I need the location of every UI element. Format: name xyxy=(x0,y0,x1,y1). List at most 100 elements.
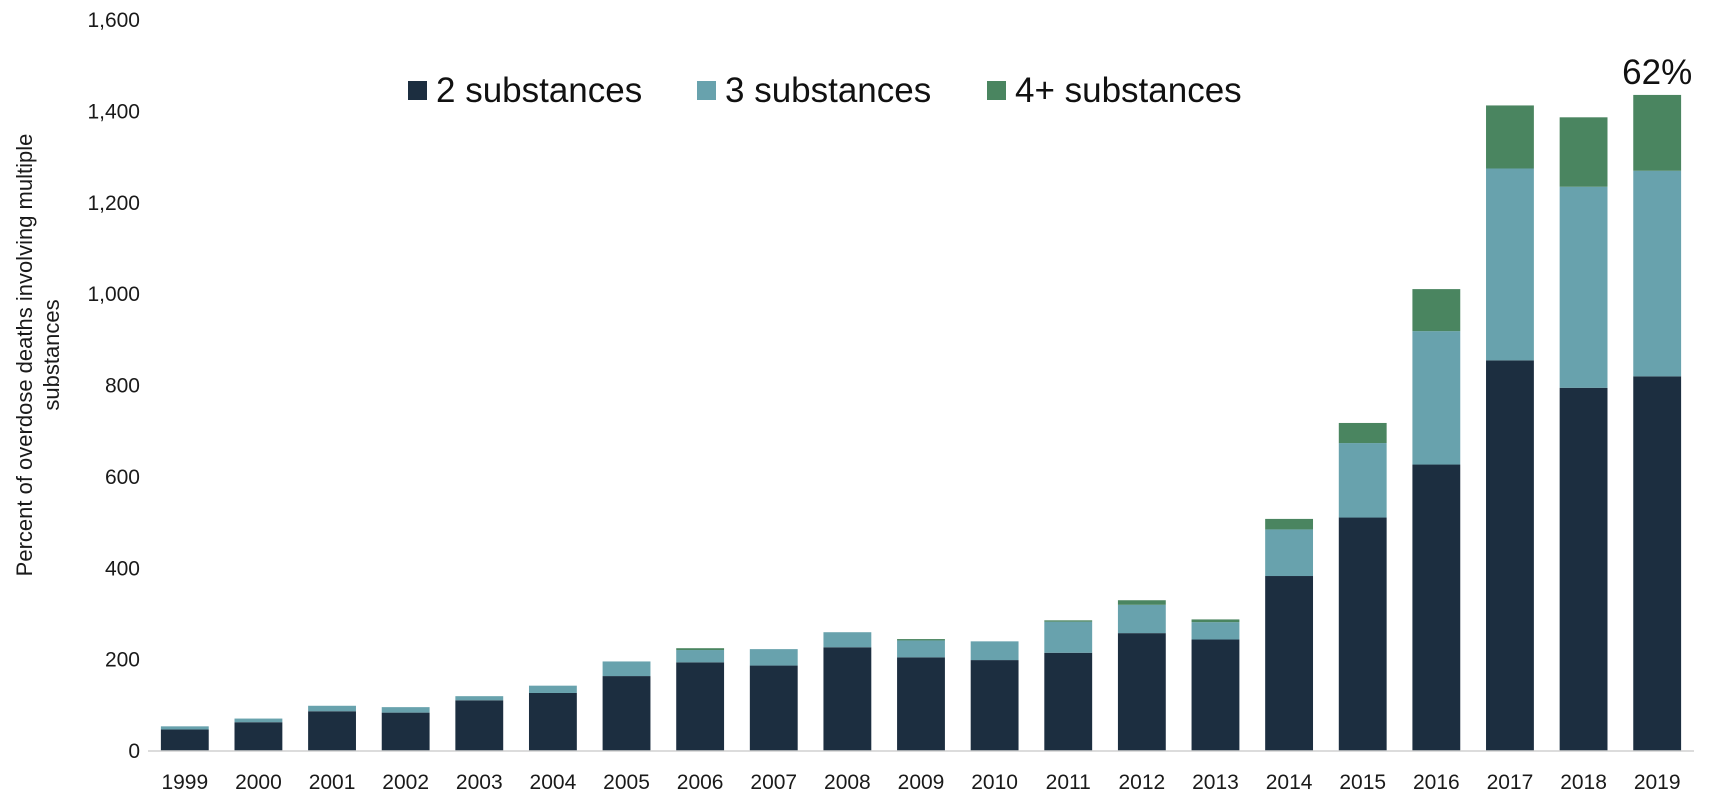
x-tick-label: 2012 xyxy=(1119,771,1166,793)
legend-item: 2 substances xyxy=(408,71,642,110)
y-tick-label: 1,200 xyxy=(87,192,140,215)
x-tick-label: 2001 xyxy=(309,771,356,793)
legend-label: 3 substances xyxy=(725,71,931,110)
bar-2-substances-2008 xyxy=(823,647,872,751)
bar-4-substances-2018 xyxy=(1559,117,1608,187)
bar-3-substances-2017 xyxy=(1486,168,1534,361)
bar-2-substances-2005 xyxy=(602,676,651,751)
bar-2-substances-2009 xyxy=(897,657,945,751)
y-tick-label: 0 xyxy=(128,740,140,763)
bar-2-substances-2003 xyxy=(455,700,504,751)
bar-4-substances-2017 xyxy=(1486,105,1534,169)
y-tick-label: 200 xyxy=(105,649,140,672)
bar-2-substances-1999 xyxy=(160,729,209,751)
x-tick-label: 2010 xyxy=(971,771,1018,793)
x-tick-label: 2013 xyxy=(1192,771,1239,793)
bar-2-substances-2007 xyxy=(749,665,798,751)
y-tick-label: 1,000 xyxy=(87,283,140,306)
bar-3-substances-2003 xyxy=(455,696,504,701)
bar-3-substances-2013 xyxy=(1191,622,1240,640)
legend-swatch xyxy=(697,81,716,100)
bar-2-substances-2018 xyxy=(1559,387,1608,751)
bar-stack-2008 xyxy=(823,632,872,751)
bar-2-substances-2002 xyxy=(381,712,430,751)
bar-stack-2015 xyxy=(1338,422,1387,751)
bar-4-substances-2015 xyxy=(1338,422,1387,444)
bar-3-substances-2015 xyxy=(1338,443,1387,518)
bar-3-substances-2018 xyxy=(1559,186,1608,388)
bar-4-substances-2011 xyxy=(1044,620,1093,622)
y-axis-label-line1: Percent of overdose deaths involving mul… xyxy=(12,134,37,577)
bar-3-substances-2014 xyxy=(1265,529,1314,577)
y-tick-label: 1,600 xyxy=(87,9,140,32)
bar-stack-2017 xyxy=(1486,105,1534,751)
legend-item: 4+ substances xyxy=(987,71,1242,110)
bar-stack-1999 xyxy=(160,726,209,751)
x-tick-label: 2015 xyxy=(1339,771,1386,793)
annotations: 62% xyxy=(1622,53,1692,92)
annotation-label: 62% xyxy=(1622,53,1692,92)
bar-stack-2002 xyxy=(381,707,430,751)
x-tick-label: 2017 xyxy=(1487,771,1534,793)
bar-3-substances-2010 xyxy=(970,641,1019,661)
y-axis-label-line2: substances xyxy=(39,299,64,410)
bar-2-substances-2006 xyxy=(676,662,725,751)
bar-stack-2001 xyxy=(308,705,356,751)
x-tick-label: 2000 xyxy=(235,771,282,793)
bar-3-substances-2002 xyxy=(381,707,430,713)
bar-stack-2018 xyxy=(1559,117,1608,751)
bar-stack-2006 xyxy=(676,648,725,751)
bar-3-substances-2011 xyxy=(1044,621,1093,653)
bar-stacks xyxy=(160,94,1682,751)
bar-stack-2019 xyxy=(1633,94,1682,751)
bar-2-substances-2019 xyxy=(1633,376,1682,751)
bar-2-substances-2012 xyxy=(1117,633,1166,751)
x-tick-label: 2008 xyxy=(824,771,871,793)
bar-stack-2010 xyxy=(970,641,1019,751)
y-tick-label: 400 xyxy=(105,557,140,580)
bar-4-substances-2009 xyxy=(897,639,945,641)
legend-item: 3 substances xyxy=(697,71,931,110)
x-tick-label: 2018 xyxy=(1560,771,1607,793)
y-tick-label: 1,400 xyxy=(87,100,140,123)
x-tick-label: 2006 xyxy=(677,771,724,793)
bar-4-substances-2013 xyxy=(1191,619,1240,623)
bar-2-substances-2014 xyxy=(1265,576,1314,751)
bar-3-substances-2006 xyxy=(676,650,725,663)
bar-stack-2004 xyxy=(528,685,577,751)
y-tick-label: 600 xyxy=(105,466,140,489)
bar-3-substances-2007 xyxy=(749,649,798,666)
bar-2-substances-2016 xyxy=(1412,464,1461,751)
bar-stack-2012 xyxy=(1117,600,1166,751)
bar-2-substances-2015 xyxy=(1338,517,1387,751)
bar-3-substances-2012 xyxy=(1117,604,1166,634)
x-tick-label: 1999 xyxy=(161,771,208,793)
bar-3-substances-2001 xyxy=(308,705,356,712)
bar-2-substances-2017 xyxy=(1486,360,1534,751)
bar-stack-2005 xyxy=(602,661,651,751)
bar-4-substances-2006 xyxy=(676,648,725,651)
bar-3-substances-2016 xyxy=(1412,331,1461,465)
x-tick-label: 2007 xyxy=(750,771,797,793)
y-axis-ticks: 0 200 400 600 800 1,000 1,200 1,400 1,600 xyxy=(87,9,140,763)
x-tick-label: 2004 xyxy=(530,771,577,793)
legend-label: 2 substances xyxy=(436,71,642,110)
bar-3-substances-2008 xyxy=(823,632,872,648)
x-axis-ticks: 1999 2000 2001 2002 2003 2004 2005 2006 2007 2008… xyxy=(161,771,1680,793)
x-tick-label: 2003 xyxy=(456,771,503,793)
x-tick-label: 2016 xyxy=(1413,771,1460,793)
bar-3-substances-2000 xyxy=(234,718,283,723)
y-axis-label-group: Percent of overdose deaths involving mul… xyxy=(12,134,64,577)
x-tick-label: 2011 xyxy=(1046,771,1091,793)
bar-4-substances-2019 xyxy=(1633,94,1682,171)
x-tick-label: 2002 xyxy=(382,771,429,793)
legend-label: 4+ substances xyxy=(1015,71,1242,110)
y-tick-label: 800 xyxy=(105,375,140,398)
x-tick-label: 2014 xyxy=(1266,771,1313,793)
bar-2-substances-2004 xyxy=(528,692,577,751)
bar-stack-2000 xyxy=(234,718,283,751)
bar-stack-2003 xyxy=(455,696,504,751)
bar-2-substances-2000 xyxy=(234,722,283,751)
bar-4-substances-2012 xyxy=(1117,600,1166,605)
